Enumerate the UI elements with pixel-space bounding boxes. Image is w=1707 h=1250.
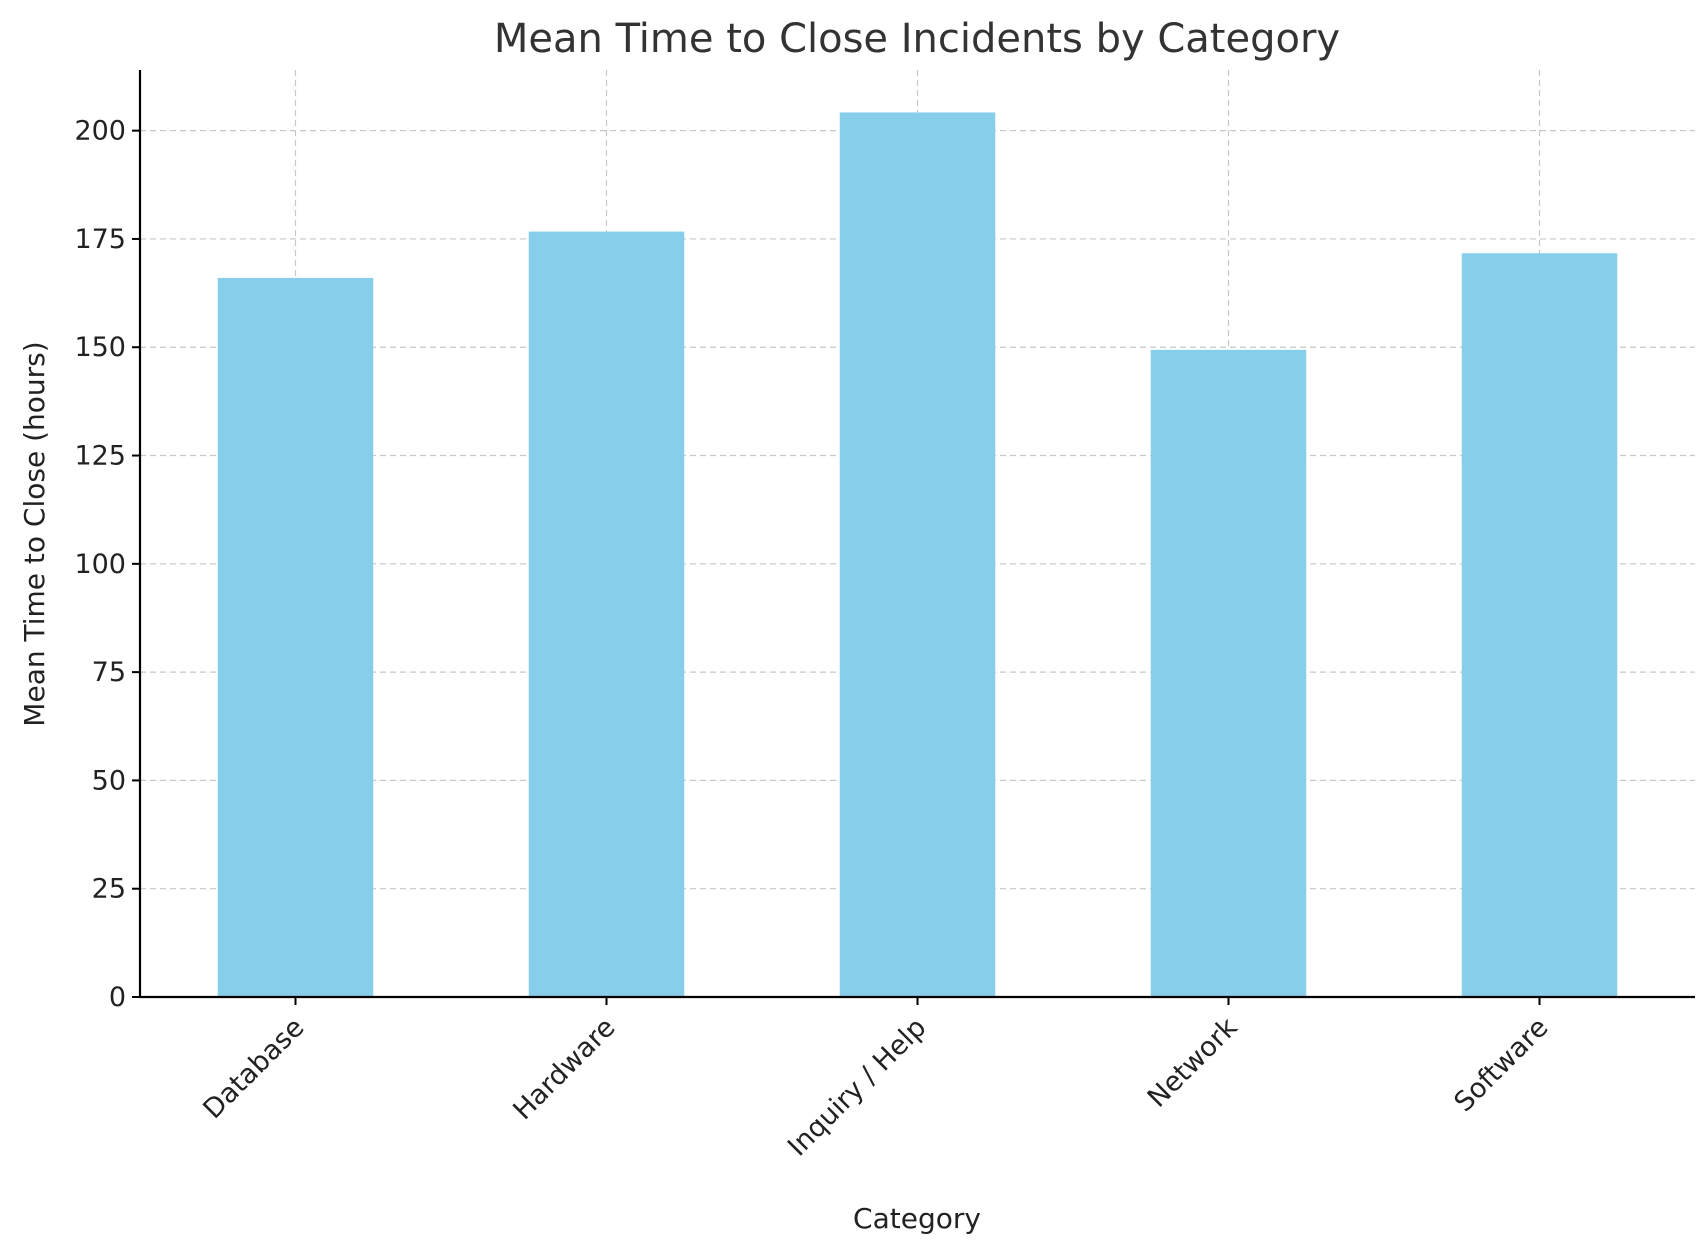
bars bbox=[217, 112, 1618, 997]
x-tick-label: Software bbox=[1448, 1012, 1554, 1118]
y-tick-label: 125 bbox=[74, 441, 126, 472]
x-tick-label: Network bbox=[1142, 1012, 1244, 1114]
bar-hardware bbox=[528, 231, 685, 997]
y-axis-label: Mean Time to Close (hours) bbox=[18, 341, 51, 726]
y-tick-label: 100 bbox=[74, 549, 126, 580]
bar-inquiry-help bbox=[839, 112, 996, 997]
y-tick-label: 175 bbox=[74, 224, 126, 255]
y-tick-label: 200 bbox=[74, 116, 126, 147]
y-tick-label: 150 bbox=[74, 332, 126, 363]
y-axis-ticks: 0 25 50 75 100 125 150 175 200 bbox=[74, 116, 140, 1013]
y-tick-label: 25 bbox=[92, 874, 126, 905]
bar-database bbox=[217, 277, 374, 997]
x-tick-label: Database bbox=[197, 1012, 310, 1125]
bar-software bbox=[1461, 253, 1618, 997]
chart-title: Mean Time to Close Incidents by Category bbox=[494, 16, 1340, 62]
x-axis-ticks: Database Hardware Inquiry / Help Network Sof… bbox=[197, 997, 1554, 1162]
x-tick-label: Hardware bbox=[507, 1012, 621, 1126]
x-axis-label: Category bbox=[853, 1202, 981, 1235]
y-tick-label: 75 bbox=[92, 657, 126, 688]
x-tick-label: Inquiry / Help bbox=[782, 1012, 932, 1162]
y-tick-label: 50 bbox=[92, 765, 126, 796]
bar-network bbox=[1150, 349, 1307, 997]
y-tick-label: 0 bbox=[109, 982, 126, 1013]
